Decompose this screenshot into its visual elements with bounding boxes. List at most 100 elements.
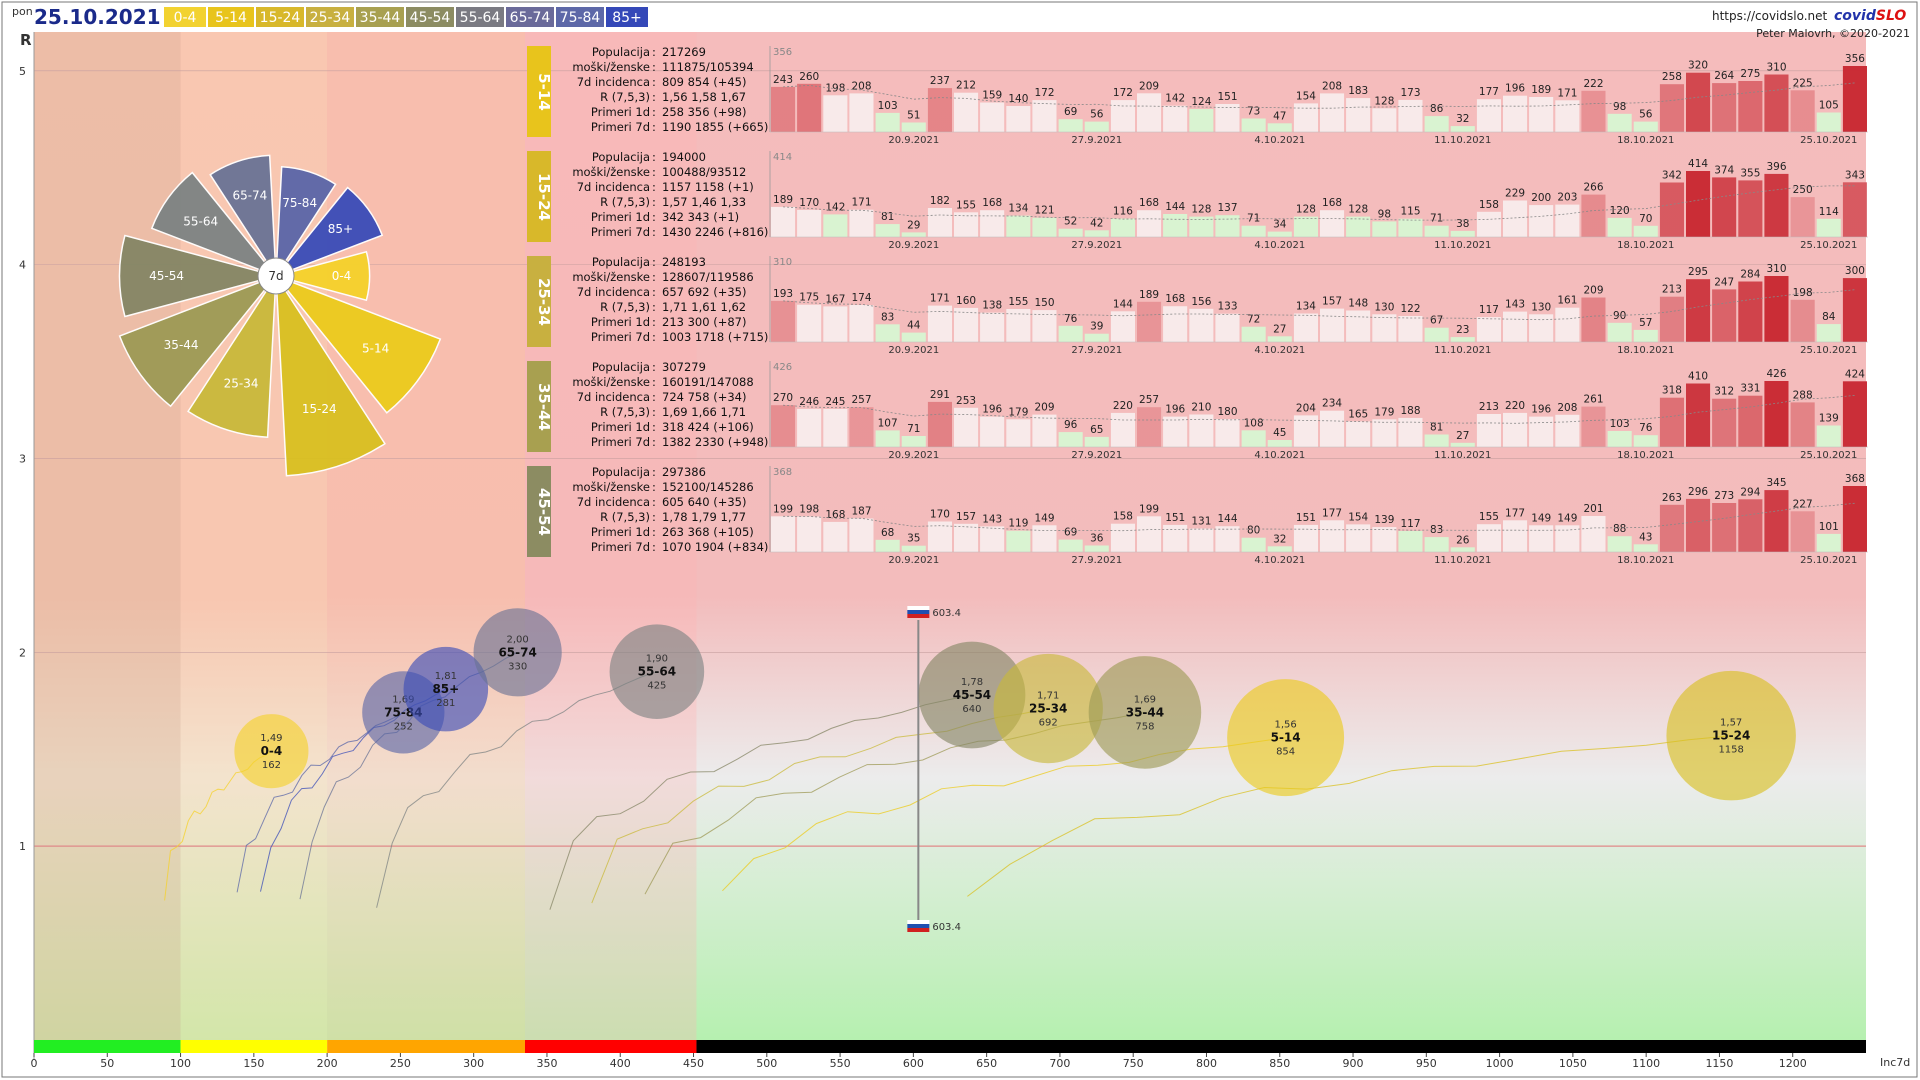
bar-value-label: 80 [1247,525,1260,537]
panel-field-colon: : [652,195,656,209]
bar-value-label: 179 [1374,406,1394,418]
bar-value-label: 177 [1505,507,1525,519]
bar-value-label: 183 [1348,85,1368,97]
panel-field-colon: : [652,210,656,224]
bar-value-label: 270 [773,392,793,404]
bar [1503,311,1528,342]
panel-field-value: 1,56 1,58 1,67 [662,90,746,104]
bar-value-label: 27 [1456,430,1469,442]
rose-sector-85+ [273,186,384,278]
bar-value-label: 139 [1819,412,1839,424]
bar [1424,537,1449,552]
panel-date-label: 18.10.2021 [1617,135,1674,146]
legend-chip-0-4 [164,7,206,27]
bar-value-label: 121 [1034,205,1054,217]
rose-sector-label: 45-54 [149,269,184,283]
bar [849,93,874,132]
zone-segment-0 [34,1040,181,1053]
bar-value-label: 291 [930,389,950,401]
trend-line [783,395,1855,424]
bar [1555,204,1580,237]
panel-field-label: moški/ženske [572,60,650,74]
bar [1842,278,1867,342]
legend-label: 5-14 [215,10,247,26]
bar [1110,100,1135,132]
bar [1633,121,1658,132]
bar-value-label: 23 [1456,324,1469,336]
bar [1450,547,1475,552]
panel-field-label: moški/ženske [572,270,650,284]
bar [1320,308,1345,342]
trail-55-64 [376,671,658,908]
panel-field-value: 248193 [662,255,706,269]
brand-part-b: SLO [1876,8,1907,24]
bar-value-label: 343 [1845,169,1865,181]
bubble-r-label: 1,81 [435,671,457,682]
bar-value-label: 65 [1090,424,1103,436]
panel-field-label: 7d incidenca [577,495,650,509]
bar [1790,197,1815,237]
y-tick-label: 1 [19,840,26,853]
bar-value-label: 156 [1191,296,1211,308]
bubble-r-label: 1,56 [1274,720,1296,731]
bar-value-label: 182 [930,195,950,207]
x-tick-label: 450 [683,1057,704,1070]
bar-value-label: 71 [1430,213,1443,225]
header-author: Peter Malovrh, ©2020-2021 [1756,27,1910,40]
bar [1476,99,1501,132]
panel-date-label: 25.10.2021 [1800,345,1857,356]
bar-value-label: 203 [1557,192,1577,204]
panel-field-colon: : [652,60,656,74]
bar [1450,442,1475,447]
legend-chip-55-64 [456,7,504,27]
bar-value-label: 81 [1430,421,1443,433]
y-tick-label: 3 [19,452,26,465]
bar [771,300,796,342]
bar-value-label: 170 [799,197,819,209]
bar [1659,84,1684,132]
bar [1607,113,1632,132]
bar [1424,225,1449,237]
bar-value-label: 36 [1090,533,1104,545]
x-tick-label: 400 [610,1057,631,1070]
bar-value-label: 51 [907,110,920,122]
panel-field-label: Populacija [592,465,650,479]
bar [901,545,926,552]
panel-field-value: 1070 1904 (+834) [662,540,768,554]
bar [1110,218,1135,237]
bar [1764,173,1789,237]
bar [1607,322,1632,342]
panel-field-value: 342 343 (+1) [662,210,739,224]
panel-field-value: 657 692 (+35) [662,285,746,299]
panel-field-colon: : [652,510,656,524]
bar [771,405,796,447]
x-tick-label: 1050 [1559,1057,1587,1070]
x-tick-label: 1100 [1632,1057,1660,1070]
panel-field-colon: : [652,330,656,344]
bar [1137,93,1162,132]
bar-value-label: 234 [1322,398,1342,410]
reference-label-top: 603.4 [932,608,961,619]
bar-value-label: 374 [1714,164,1734,176]
bar-value-label: 134 [1296,300,1316,312]
zone-band-2 [327,32,525,1040]
bar [1293,313,1318,342]
bar-value-label: 71 [1247,213,1260,225]
bubble-inc-label: 854 [1276,747,1295,758]
bar [823,521,848,552]
bar-value-label: 81 [881,211,894,223]
rose-center [257,257,295,295]
bar [1006,419,1031,447]
panel-field-value: 1382 2330 (+948) [662,435,768,449]
bar-value-label: 177 [1479,86,1499,98]
legend-label: 15-24 [260,10,301,26]
bar-value-label: 69 [1064,106,1077,118]
bar [849,518,874,552]
bar [1058,539,1083,552]
panel-date-label: 25.10.2021 [1800,555,1857,566]
legend-chip-15-24 [256,7,304,27]
panel-field-value: 1157 1158 (+1) [662,180,754,194]
header-url[interactable]: https://covidslo.net [1712,9,1828,23]
bar [954,212,979,237]
bar [1738,180,1763,237]
